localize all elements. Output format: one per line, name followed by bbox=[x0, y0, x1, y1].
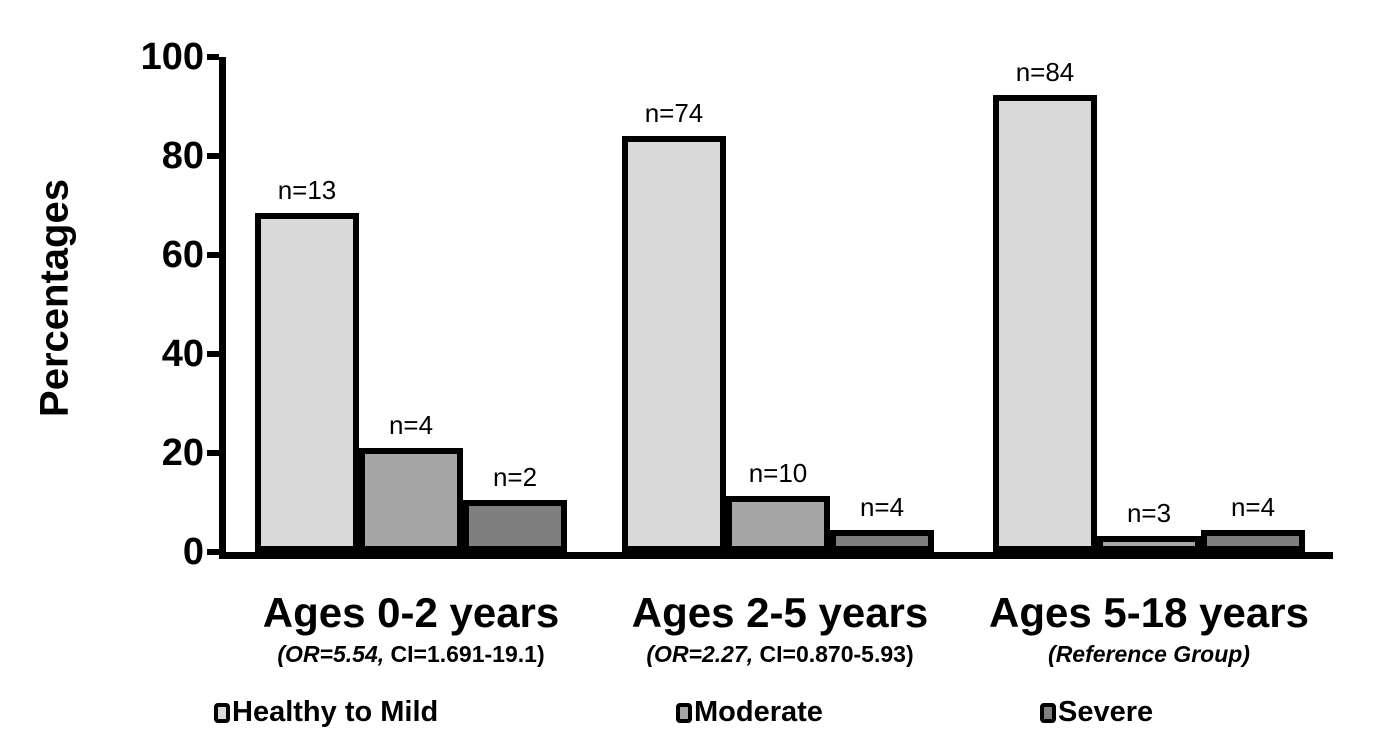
group-subtitle-rest: CI=0.870-5.93) bbox=[753, 641, 914, 667]
y-tick-label: 80 bbox=[161, 135, 204, 177]
y-tick-label: 20 bbox=[161, 432, 204, 474]
y-tick-mark bbox=[207, 153, 219, 159]
bar-count-label: n=4 bbox=[1230, 492, 1276, 523]
legend-label: Moderate bbox=[694, 696, 823, 728]
bar-ages-5-18-years-moderate bbox=[1097, 535, 1201, 552]
bar-ages-2-5-years-healthy-to-mild bbox=[622, 135, 726, 552]
x-axis-group-label-ages-5-18: Ages 5-18 years (Reference Group) bbox=[919, 588, 1374, 669]
group-subtitle-italic: (OR=2.27, bbox=[646, 641, 754, 667]
group-title: Ages 0-2 years bbox=[262, 589, 560, 636]
bar-count-label: n=4 bbox=[859, 491, 905, 522]
y-tick-mark bbox=[207, 351, 219, 357]
y-tick-label: 100 bbox=[140, 36, 204, 78]
bar-count-label: n=74 bbox=[644, 97, 704, 128]
x-axis-group-label-ages-2-5: Ages 2-5 years (OR=2.27, CI=0.870-5.93) bbox=[550, 588, 1010, 669]
bar-count-label: n=84 bbox=[1015, 57, 1075, 88]
bar-ages-5-18-years-healthy-to-mild bbox=[993, 95, 1097, 552]
bar-ages-0-2-years-severe bbox=[463, 500, 567, 552]
legend-marker-healthy-to-mild-icon bbox=[214, 702, 230, 723]
bar-count-label: n=2 bbox=[492, 462, 538, 493]
group-subtitle-italic: (OR=5.54, bbox=[277, 641, 385, 667]
bar-count-label: n=10 bbox=[748, 457, 808, 488]
y-tick-mark bbox=[207, 450, 219, 456]
bar-ages-2-5-years-severe bbox=[830, 529, 934, 552]
legend-label: Healthy to Mild bbox=[232, 696, 439, 728]
bar-ages-2-5-years-moderate bbox=[726, 495, 830, 552]
bar-count-label: n=3 bbox=[1126, 497, 1172, 528]
y-tick-mark bbox=[207, 549, 219, 555]
group-subtitle-rest: CI=1.691-19.1) bbox=[384, 641, 545, 667]
legend-label: Severe bbox=[1058, 696, 1154, 728]
legend-marker-severe-icon bbox=[1040, 702, 1056, 723]
y-tick-label: 60 bbox=[161, 234, 204, 276]
group-subtitle: (Reference Group) bbox=[919, 639, 1374, 669]
bar-count-label: n=13 bbox=[277, 175, 337, 206]
bar-count-label: n=4 bbox=[388, 409, 434, 440]
bar-ages-5-18-years-severe bbox=[1201, 530, 1305, 552]
group-subtitle: (OR=2.27, CI=0.870-5.93) bbox=[550, 639, 1010, 669]
x-axis-group-label-ages-0-2: Ages 0-2 years (OR=5.54, CI=1.691-19.1) bbox=[181, 588, 641, 669]
legend-item-moderate: Moderate bbox=[676, 696, 823, 729]
y-axis-title: Percentages bbox=[32, 179, 77, 417]
bar-ages-0-2-years-healthy-to-mild bbox=[255, 213, 359, 552]
y-tick-mark bbox=[207, 252, 219, 258]
plot-area: 0 20 40 60 80 100 n=13 n=74 n=84 n=4 n=10 n=3 n=2 n=4… bbox=[141, 36, 1333, 573]
y-tick-label: 40 bbox=[161, 333, 204, 375]
bar-ages-0-2-years-moderate bbox=[359, 447, 463, 552]
group-subtitle-italic: (Reference Group) bbox=[1048, 641, 1250, 667]
group-title: Ages 2-5 years bbox=[631, 589, 929, 636]
legend-item-severe: Severe bbox=[1040, 696, 1153, 729]
legend-item-healthy-to-mild: Healthy to Mild bbox=[214, 696, 438, 729]
group-title: Ages 5-18 years bbox=[989, 589, 1309, 636]
group-subtitle: (OR=5.54, CI=1.691-19.1) bbox=[181, 639, 641, 669]
legend-marker-moderate-icon bbox=[676, 702, 692, 723]
y-tick-label: 0 bbox=[182, 531, 204, 573]
y-tick-mark bbox=[207, 54, 219, 60]
